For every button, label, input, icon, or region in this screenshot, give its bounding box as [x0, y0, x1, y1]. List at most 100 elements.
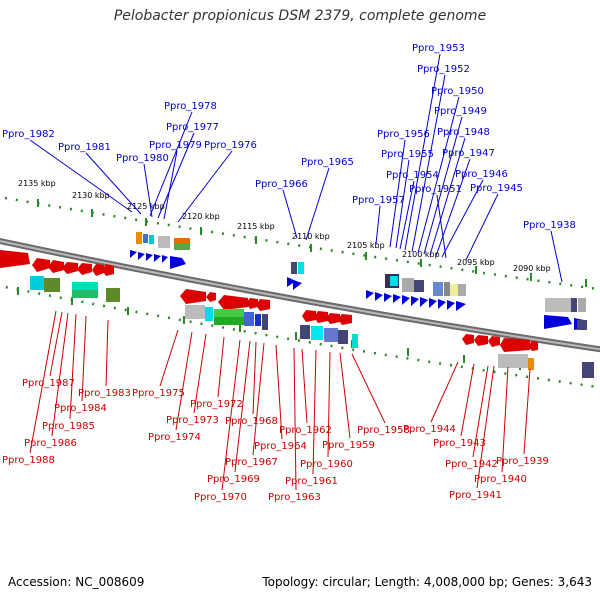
- reverse-genes: [0, 250, 538, 352]
- gene-label[interactable]: Ppro_1959: [322, 440, 375, 451]
- gene-leader-line: [69, 313, 77, 420]
- gene-label[interactable]: Ppro_1983: [78, 388, 131, 399]
- gene-leader-line: [221, 339, 241, 491]
- kbp-label: 2135 kbp: [18, 179, 56, 188]
- gene-label[interactable]: Ppro_1978: [164, 101, 217, 112]
- gene-label[interactable]: Ppro_1956: [377, 129, 430, 140]
- gene-leader-line: [301, 348, 308, 424]
- genome-backbone-highlight: [0, 240, 600, 351]
- gene-leader-line: [81, 315, 87, 402]
- gene-label[interactable]: Ppro_1949: [434, 106, 487, 117]
- gene-label[interactable]: Ppro_1970: [194, 492, 247, 503]
- gene-label[interactable]: Ppro_1953: [412, 43, 465, 54]
- gene-label[interactable]: Ppro_1982: [2, 129, 55, 140]
- gene-label[interactable]: Ppro_1969: [207, 474, 260, 485]
- gene-leader-line: [252, 341, 257, 415]
- gene-label[interactable]: Ppro_1957: [352, 195, 405, 206]
- gene-leader-line: [476, 365, 495, 489]
- gene-label[interactable]: Ppro_1948: [437, 127, 490, 138]
- gene-leader-line: [472, 365, 489, 458]
- gene-leader-line: [275, 344, 283, 440]
- gene-leader-line: [157, 132, 195, 219]
- kbp-label: 2120 kbp: [182, 212, 220, 221]
- forward-gene-boxes: [136, 232, 587, 330]
- gene-leader-line: [312, 349, 317, 475]
- kbp-label: 2105 kbp: [347, 241, 385, 250]
- gene-label[interactable]: Ppro_1947: [442, 148, 495, 159]
- gene-label[interactable]: Ppro_1960: [300, 459, 353, 470]
- gene-label[interactable]: Ppro_1980: [116, 153, 169, 164]
- gene-label[interactable]: Ppro_1975: [132, 388, 185, 399]
- gene-label[interactable]: Ppro_1940: [474, 474, 527, 485]
- gene-label[interactable]: Ppro_1968: [225, 416, 278, 427]
- kbp-label: 2090 kbp: [513, 264, 551, 273]
- gene-leader-line: [282, 189, 298, 239]
- bottom-major-ticks: [17, 287, 521, 370]
- gene-leader-line: [430, 361, 459, 423]
- gene-label[interactable]: Ppro_1984: [54, 403, 107, 414]
- gene-label[interactable]: Ppro_1952: [417, 64, 470, 75]
- gene-label[interactable]: Ppro_1945: [470, 183, 523, 194]
- gene-leader-line: [105, 319, 109, 387]
- gene-leader-line: [193, 333, 207, 414]
- gene-label[interactable]: Ppro_1985: [42, 421, 95, 432]
- genome-summary-text: Topology: circular; Length: 4,008,000 bp…: [262, 575, 592, 589]
- gene-label[interactable]: Ppro_1941: [449, 490, 502, 501]
- gene-label[interactable]: Ppro_1944: [403, 424, 456, 435]
- gene-leader-line: [550, 230, 563, 283]
- top-major-ticks: [37, 199, 587, 287]
- gene-label[interactable]: Ppro_1974: [148, 432, 201, 443]
- gene-leader-line: [175, 331, 193, 431]
- gene-leader-line: [501, 366, 509, 473]
- gene-label[interactable]: Ppro_1950: [431, 86, 484, 97]
- gene-leader-line: [293, 347, 297, 491]
- gene-label[interactable]: Ppro_1943: [433, 438, 486, 449]
- gene-leader-line: [351, 353, 386, 424]
- gene-leader-line: [177, 150, 233, 223]
- gene-label[interactable]: Ppro_1958: [357, 425, 410, 436]
- gene-leader-line: [143, 163, 153, 218]
- gene-label[interactable]: Ppro_1955: [381, 149, 434, 160]
- gene-label[interactable]: Ppro_1967: [225, 457, 278, 468]
- gene-leader-line: [399, 180, 415, 250]
- gene-label[interactable]: Ppro_1966: [255, 179, 308, 190]
- kbp-label: 2125 kbp: [127, 202, 165, 211]
- gene-label[interactable]: Ppro_1972: [190, 399, 243, 410]
- gene-label[interactable]: Ppro_1976: [204, 140, 257, 151]
- gene-label[interactable]: Ppro_1961: [285, 476, 338, 487]
- gene-leader-line: [395, 159, 410, 249]
- gene-label[interactable]: Ppro_1962: [279, 425, 332, 436]
- kbp-label: 2100 kbp: [402, 250, 440, 259]
- top-tick-track: [4, 196, 600, 291]
- gene-leader-line: [149, 111, 193, 217]
- gene-label[interactable]: Ppro_1954: [386, 170, 439, 181]
- gene-leader-line: [411, 74, 446, 253]
- gene-leader-line: [465, 193, 499, 261]
- gene-label[interactable]: Ppro_1942: [445, 459, 498, 470]
- gene-label[interactable]: Ppro_1938: [523, 220, 576, 231]
- gene-label[interactable]: Ppro_1973: [166, 415, 219, 426]
- gene-leader-line: [159, 329, 179, 387]
- gene-label[interactable]: Ppro_1981: [58, 142, 111, 153]
- gene-label[interactable]: Ppro_1977: [166, 122, 219, 133]
- gene-label[interactable]: Ppro_1964: [254, 441, 307, 452]
- gene-leader-line: [429, 137, 466, 256]
- gene-label[interactable]: Ppro_1979: [149, 140, 202, 151]
- gene-label[interactable]: Ppro_1963: [268, 492, 321, 503]
- gene-label[interactable]: Ppro_1946: [455, 169, 508, 180]
- gene-label[interactable]: Ppro_1939: [496, 456, 549, 467]
- gene-label[interactable]: Ppro_1987: [22, 378, 75, 389]
- gene-leader-line: [327, 351, 331, 458]
- kbp-label: 2115 kbp: [237, 222, 275, 231]
- gene-label[interactable]: Ppro_1986: [24, 438, 77, 449]
- gene-leader-line: [49, 311, 63, 377]
- gene-leader-line: [441, 179, 484, 258]
- gene-leader-line: [234, 340, 251, 473]
- gene-label[interactable]: Ppro_1951: [409, 184, 462, 195]
- gene-leader-line: [417, 96, 460, 254]
- gene-label[interactable]: Ppro_1988: [2, 455, 55, 466]
- gene-label[interactable]: Ppro_1965: [301, 157, 354, 168]
